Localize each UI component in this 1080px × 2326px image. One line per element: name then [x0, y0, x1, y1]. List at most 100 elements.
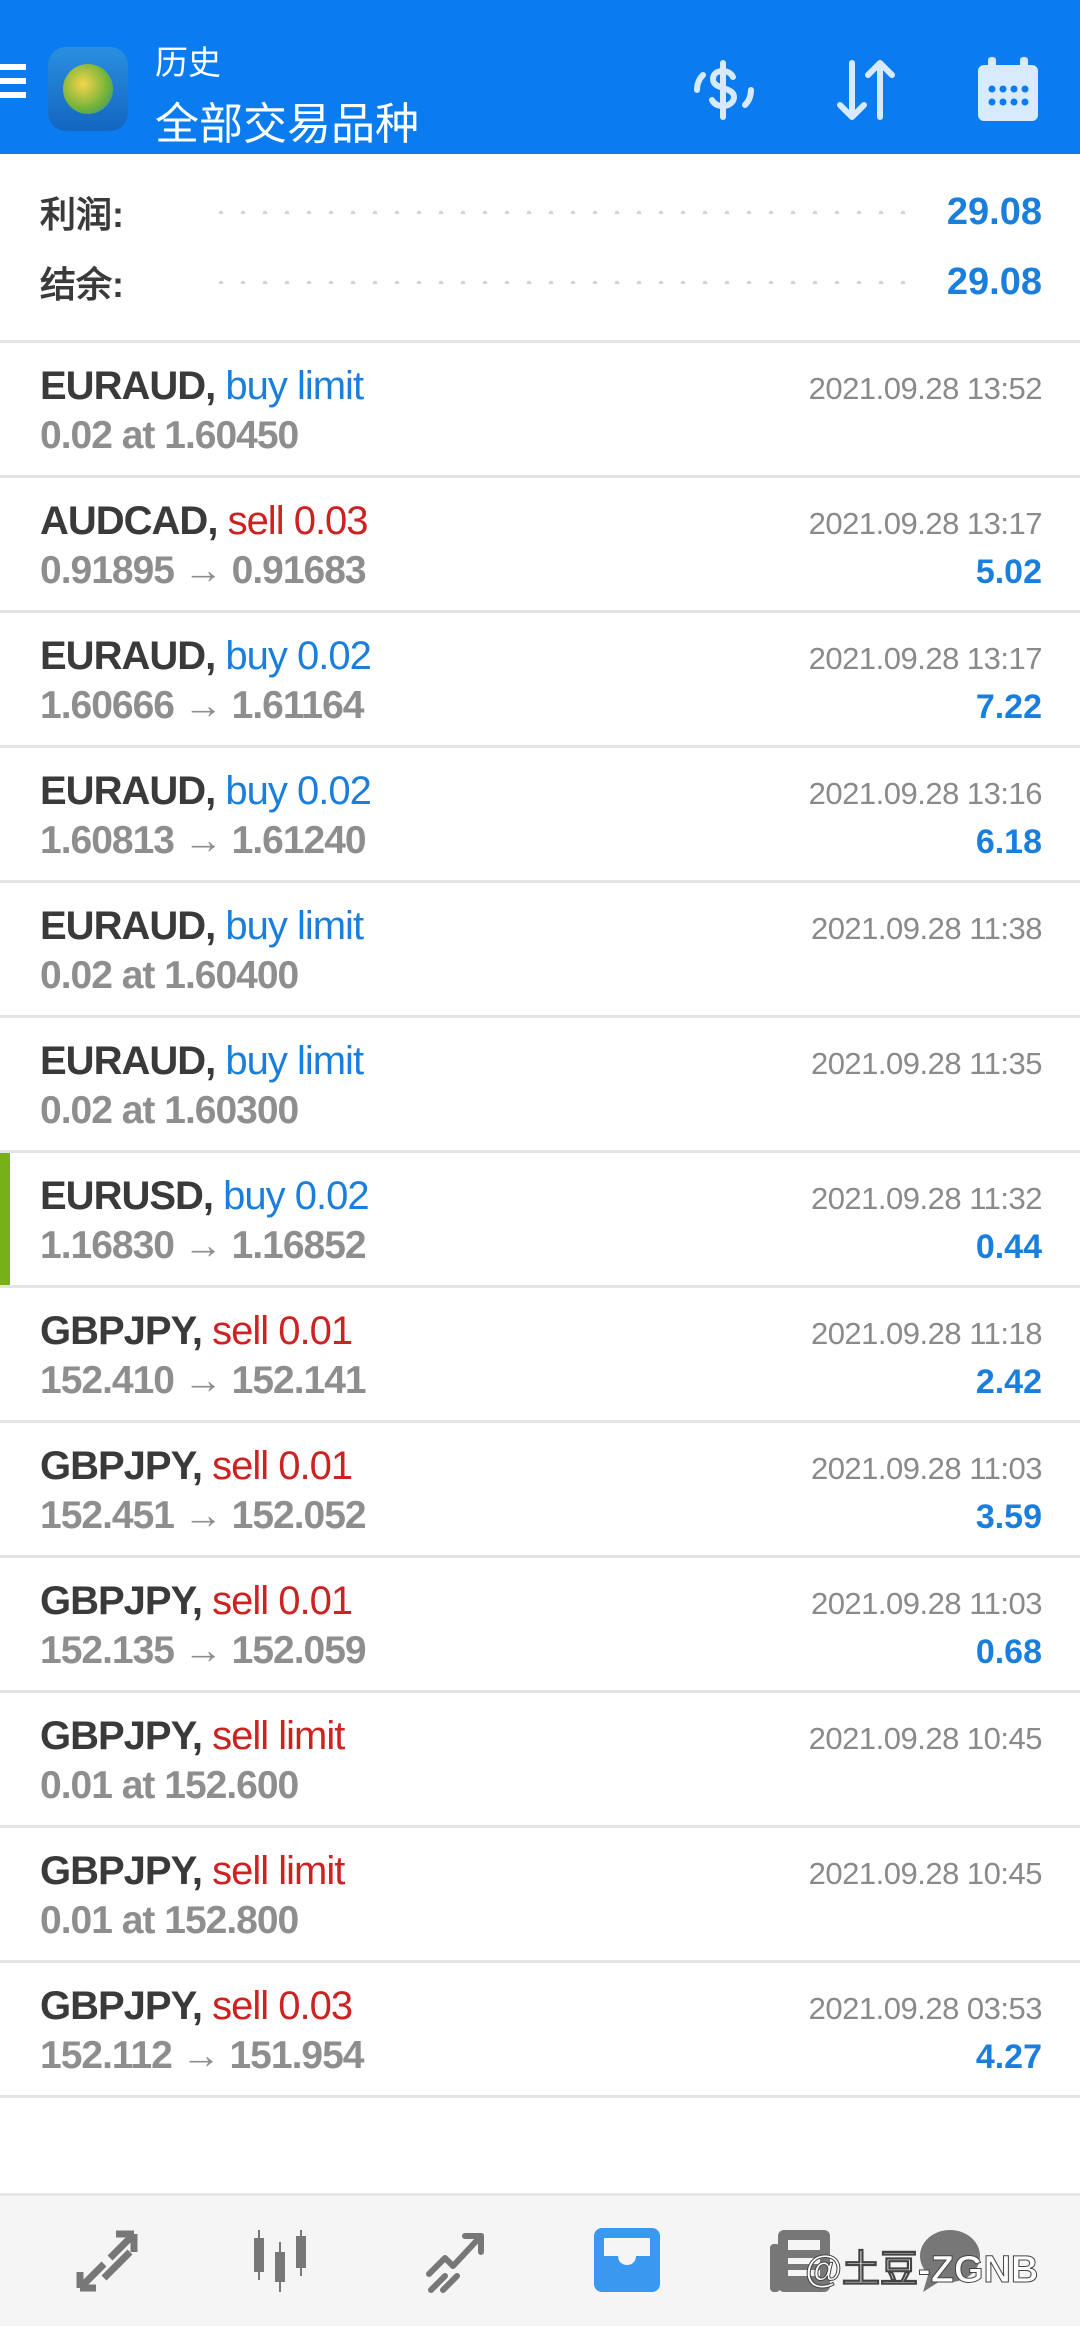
menu-icon[interactable]	[0, 64, 26, 104]
sort-icon[interactable]	[827, 52, 903, 128]
trade-date: 2021.09.28 13:52	[808, 371, 1043, 406]
trade-title: AUDCAD, sell 0.03	[40, 498, 369, 544]
trade-row[interactable]: GBPJPY, sell 0.01 152.410 → 152.141 2021…	[0, 1288, 1080, 1423]
trade-title: GBPJPY, sell 0.01	[40, 1578, 353, 1624]
trade-date: 2021.09.28 11:03	[810, 1451, 1043, 1486]
trade-detail: 152.135 → 152.059	[40, 1629, 367, 1672]
trade-type: buy limit	[225, 364, 364, 408]
trade-type: buy 0.02	[223, 1174, 369, 1218]
trade-date: 2021.09.28 03:53	[808, 1991, 1043, 2026]
trade-symbol: EURAUD,	[40, 904, 216, 948]
trade-type: sell 0.01	[212, 1444, 353, 1488]
trade-row[interactable]: GBPJPY, sell 0.01 152.135 → 152.059 2021…	[0, 1558, 1080, 1693]
trade-symbol: GBPJPY,	[40, 1579, 203, 1623]
trade-detail: 1.16830 → 1.16852	[40, 1224, 367, 1267]
profit-row: 利润: 29.08	[40, 187, 1042, 237]
balance-row: 结余: 29.08	[40, 257, 1042, 307]
trade-date: 2021.09.28 13:16	[808, 776, 1043, 811]
trade-detail: 0.02 at 1.60450	[40, 414, 299, 457]
trade-title: EURAUD, buy limit	[40, 1038, 364, 1084]
trade-date: 2021.09.28 13:17	[808, 506, 1043, 541]
trade-symbol: EURAUD,	[40, 1039, 216, 1083]
summary-panel: 利润: 29.08 结余: 29.08	[0, 154, 1080, 343]
trade-detail: 1.60666 → 1.61164	[40, 684, 364, 727]
trade-symbol: EURAUD,	[40, 769, 216, 813]
currency-exchange-icon[interactable]	[686, 52, 762, 128]
trade-title: EURAUD, buy limit	[40, 363, 364, 409]
header-subtitle: 历史	[155, 44, 221, 81]
trade-date: 2021.09.28 11:38	[810, 911, 1043, 946]
trade-date: 2021.09.28 13:17	[808, 641, 1043, 676]
trade-type: buy limit	[225, 904, 364, 948]
trade-row[interactable]: EURAUD, buy limit 0.02 at 1.60400 2021.0…	[0, 883, 1080, 1018]
trade-type: buy 0.02	[225, 634, 371, 678]
trade-symbol: GBPJPY,	[40, 1309, 203, 1353]
trade-type: sell 0.01	[212, 1309, 353, 1353]
chart-icon[interactable]	[245, 2226, 315, 2296]
trade-symbol: GBPJPY,	[40, 1444, 203, 1488]
trade-type: sell 0.01	[212, 1579, 353, 1623]
trade-row[interactable]: EURAUD, buy limit 0.02 at 1.60300 2021.0…	[0, 1018, 1080, 1153]
trade-date: 2021.09.28 11:32	[810, 1181, 1043, 1216]
trade-symbol: GBPJPY,	[40, 1984, 203, 2028]
symbol-filter-title[interactable]: 全部交易品种	[155, 100, 419, 149]
trade-date: 2021.09.28 11:03	[810, 1586, 1043, 1621]
trade-row[interactable]: GBPJPY, sell limit 0.01 at 152.800 2021.…	[0, 1828, 1080, 1963]
balance-label: 结余:	[40, 264, 124, 305]
trade-type: buy 0.02	[225, 769, 371, 813]
trade-type: sell limit	[212, 1714, 345, 1758]
trade-row[interactable]: EURAUD, buy limit 0.02 at 1.60450 2021.0…	[0, 343, 1080, 478]
trade-detail: 0.91895 → 0.91683	[40, 549, 367, 592]
trade-symbol: AUDCAD,	[40, 499, 218, 543]
trade-detail: 152.112 → 151.954	[40, 2034, 364, 2077]
trade-detail: 0.01 at 152.600	[40, 1764, 299, 1807]
balance-value: 29.08	[946, 260, 1042, 303]
profit-label: 利润:	[40, 194, 124, 235]
trade-row[interactable]: EURAUD, buy 0.02 1.60666 → 1.61164 2021.…	[0, 613, 1080, 748]
trade-type: sell limit	[212, 1849, 345, 1893]
trade-row[interactable]: AUDCAD, sell 0.03 0.91895 → 0.91683 2021…	[0, 478, 1080, 613]
trade-symbol: GBPJPY,	[40, 1714, 203, 1758]
trade-title: GBPJPY, sell 0.01	[40, 1308, 353, 1354]
trade-row[interactable]: EURUSD, buy 0.02 1.16830 → 1.16852 2021.…	[0, 1153, 1080, 1288]
trade-detail: 152.451 → 152.052	[40, 1494, 367, 1537]
dot-leader	[210, 210, 919, 214]
trade-row[interactable]: GBPJPY, sell limit 0.01 at 152.600 2021.…	[0, 1693, 1080, 1828]
trade-date: 2021.09.28 11:35	[810, 1046, 1043, 1081]
trade-title: EURAUD, buy 0.02	[40, 633, 372, 679]
trade-symbol: GBPJPY,	[40, 1849, 203, 1893]
trade-type: sell 0.03	[212, 1984, 353, 2028]
trade-date: 2021.09.28 10:45	[808, 1721, 1043, 1756]
history-icon[interactable]	[592, 2226, 662, 2296]
trade-symbol: EURAUD,	[40, 364, 216, 408]
trade-title: EURAUD, buy 0.02	[40, 768, 372, 814]
trade-symbol: EURAUD,	[40, 634, 216, 678]
profit-value: 29.08	[946, 190, 1042, 233]
trade-detail: 0.01 at 152.800	[40, 1899, 299, 1942]
trade-profit: 6.18	[975, 823, 1042, 861]
trade-row[interactable]: EURAUD, buy 0.02 1.60813 → 1.61240 2021.…	[0, 748, 1080, 883]
trade-profit: 3.59	[975, 1498, 1042, 1536]
trade-icon[interactable]	[419, 2226, 489, 2296]
trade-date: 2021.09.28 11:18	[810, 1316, 1043, 1351]
trade-profit: 2.42	[975, 1363, 1042, 1401]
trade-detail: 0.02 at 1.60400	[40, 954, 299, 997]
trade-symbol: EURUSD,	[40, 1174, 214, 1218]
trade-title: GBPJPY, sell limit	[40, 1848, 345, 1894]
trade-profit: 5.02	[975, 553, 1042, 591]
trade-profit: 7.22	[975, 688, 1042, 726]
trade-title: EURAUD, buy limit	[40, 903, 364, 949]
trade-detail: 152.410 → 152.141	[40, 1359, 367, 1402]
trade-detail: 1.60813 → 1.61240	[40, 819, 367, 862]
trade-profit: 4.27	[975, 2038, 1042, 2076]
calendar-icon[interactable]	[970, 52, 1046, 128]
bottom-nav: @土豆-ZGNB	[0, 2193, 1080, 2326]
quotes-icon[interactable]	[72, 2226, 142, 2296]
trade-row[interactable]: GBPJPY, sell 0.01 152.451 → 152.052 2021…	[0, 1423, 1080, 1558]
trade-row[interactable]: GBPJPY, sell 0.03 152.112 → 151.954 2021…	[0, 1963, 1080, 2098]
trade-title: GBPJPY, sell 0.03	[40, 1983, 353, 2029]
chat-icon[interactable]	[915, 2226, 985, 2296]
news-icon[interactable]	[766, 2226, 836, 2296]
app-logo	[48, 47, 128, 131]
watermark: @土豆-ZGNB	[804, 2249, 1039, 2292]
